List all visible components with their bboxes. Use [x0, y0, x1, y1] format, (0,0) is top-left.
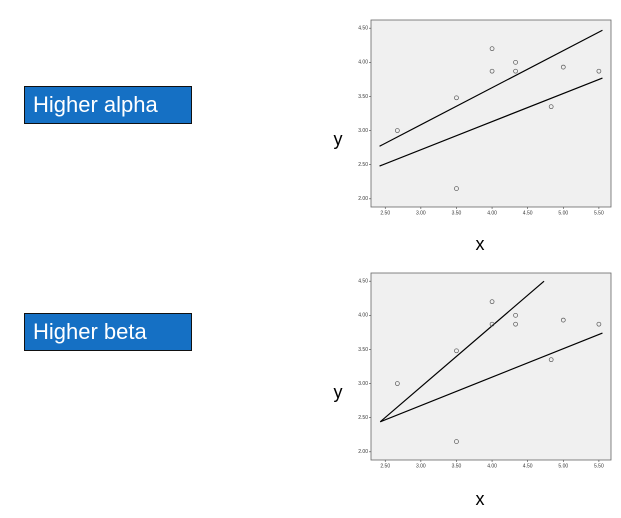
x-axis-label: x [476, 234, 485, 254]
plot-area [370, 272, 612, 461]
point [596, 321, 602, 327]
y-tick-label: 2.50 [358, 162, 368, 168]
x-tick-label: 5.00 [558, 463, 568, 469]
y-tick-label: 2.00 [358, 196, 368, 202]
x-tick-label: 4.50 [523, 463, 533, 469]
label-box: Higher alpha [24, 86, 192, 124]
x-axis-label: x [476, 489, 485, 509]
y-tick-label: 3.00 [358, 381, 368, 387]
fit-line [379, 280, 545, 423]
x-tick-label: 5.00 [558, 210, 568, 216]
point [489, 46, 495, 52]
point [513, 68, 518, 74]
point [513, 59, 518, 65]
y-axis-label: y [334, 382, 343, 402]
y-tick-label: 4.00 [358, 313, 368, 319]
y-tick-label: 3.50 [358, 94, 368, 100]
x-tick-label: 5.50 [594, 210, 604, 216]
point [489, 68, 495, 74]
y-tick-label: 4.00 [358, 60, 368, 66]
point [513, 312, 518, 318]
point [513, 321, 518, 327]
y-tick-label: 2.00 [358, 449, 368, 455]
fit-line [379, 77, 603, 167]
point [548, 357, 554, 363]
plot-area [370, 19, 612, 208]
x-tick-label: 2.50 [380, 463, 390, 469]
point [560, 317, 566, 323]
y-axis-label: y [334, 129, 343, 149]
point [548, 104, 554, 110]
x-tick-label: 3.50 [452, 210, 462, 216]
y-tick-label: 4.50 [358, 279, 368, 285]
point [596, 68, 602, 74]
fit-line [379, 29, 603, 147]
point [489, 299, 495, 305]
point [454, 186, 459, 191]
point [454, 439, 459, 444]
x-tick-label: 4.50 [523, 210, 533, 216]
point [395, 128, 400, 133]
point [560, 64, 566, 70]
y-tick-label: 4.50 [358, 26, 368, 32]
point [454, 95, 459, 101]
x-tick-label: 3.50 [452, 463, 462, 469]
point [454, 348, 459, 354]
x-tick-label: 3.00 [416, 463, 426, 469]
x-tick-label: 3.00 [416, 210, 426, 216]
y-tick-label: 2.50 [358, 415, 368, 421]
y-tick-label: 3.50 [358, 347, 368, 353]
x-tick-label: 4.00 [487, 463, 497, 469]
x-tick-label: 2.50 [380, 210, 390, 216]
y-tick-label: 3.00 [358, 128, 368, 134]
point [489, 321, 495, 327]
fit-line [380, 332, 603, 423]
label-box: Higher beta [24, 313, 192, 351]
point [395, 381, 400, 386]
x-tick-label: 5.50 [594, 463, 604, 469]
x-tick-label: 4.00 [487, 210, 497, 216]
